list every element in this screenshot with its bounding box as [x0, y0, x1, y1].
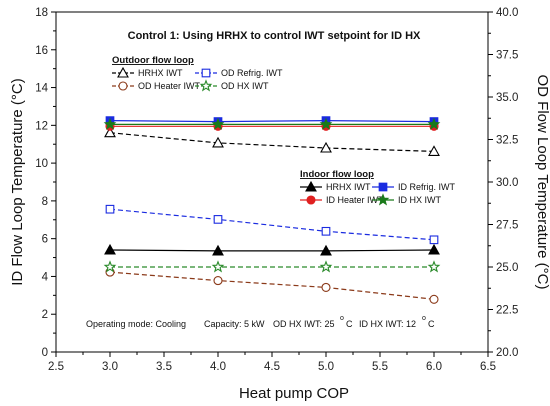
legend-entry-label: OD HX IWT — [221, 81, 269, 91]
note-capacity: Capacity: 5 kW — [204, 319, 265, 329]
legend-swatch-marker — [117, 66, 129, 78]
legend-entry-label: HRHX IWT — [138, 68, 183, 78]
x-tick-label: 2.5 — [48, 361, 64, 373]
data-point-od_hx — [211, 260, 225, 273]
legend-entry-label: ID Refrig. IWT — [398, 182, 456, 192]
y-tick-label-right: 37.5 — [496, 50, 518, 62]
legend-indoor: Indoor flow loop HRHX IWT ID Refrig. IWT ID… — [300, 169, 456, 206]
series-line-od_heater — [109, 271, 435, 300]
data-point-od_hrhx — [104, 126, 116, 138]
legend-layer: Outdoor flow loop HRHX IWT OD Refrig. IWT O… — [112, 55, 456, 206]
legend-swatch-marker — [199, 79, 213, 92]
y-tick-label-right: 30.0 — [496, 177, 518, 189]
series-line-id_hrhx — [109, 249, 435, 252]
y-tick-label-left: 18 — [35, 7, 48, 19]
plot-layer — [103, 116, 441, 304]
x-tick-label: 4.0 — [210, 361, 226, 373]
data-point-od_hrhx — [428, 145, 440, 156]
x-tick-label: 6.5 — [480, 361, 496, 373]
y-axis-title-left: ID Flow Loop Temperature (°C) — [9, 78, 26, 285]
note-od-degree-unit: C — [346, 319, 353, 329]
y-tick-label-left: 4 — [42, 271, 49, 283]
note-id-hx-iwt: ID HX IWT: 12 — [359, 319, 416, 329]
note-id-degree-unit: C — [428, 319, 435, 329]
data-point-od_heater — [429, 294, 439, 304]
y-axis-title-right: OD Flow Loop Temperature (°C) — [534, 75, 550, 290]
x-tick-label: 6.0 — [426, 361, 442, 373]
series-line-od_hrhx — [109, 132, 435, 152]
x-tick-label: 5.0 — [318, 361, 334, 373]
data-point-id_hx — [319, 117, 333, 130]
data-point-id_hrhx — [428, 243, 440, 255]
data-point-od_refrig — [213, 215, 223, 224]
data-point-id_hrhx — [212, 244, 224, 256]
legend-entry-label: ID HX IWT — [398, 195, 441, 205]
legend-outdoor-title: Outdoor flow loop — [112, 55, 194, 66]
y-tick-label-left: 10 — [35, 158, 48, 170]
y-tick-label-left: 6 — [42, 234, 48, 246]
series-line-id_refrig — [109, 119, 435, 123]
legend-swatch-marker — [201, 68, 211, 78]
data-point-id_hrhx — [320, 244, 332, 256]
y-tick-label-left: 2 — [42, 309, 48, 321]
axis-layer: 2.5 3.0 3.5 4.0 4.5 5.0 5.5 6.0 6.5 0 2 4 6 8 10 12 14 16… — [35, 7, 518, 373]
note-od-hx-iwt: OD HX IWT: 25 — [273, 319, 335, 329]
data-point-od_refrig — [321, 226, 331, 236]
y-tick-label-right: 27.5 — [496, 220, 518, 232]
x-tick-label: 4.5 — [264, 361, 280, 373]
y-tick-label-left: 16 — [35, 45, 48, 57]
y-tick-label-right: 25.0 — [496, 262, 518, 274]
chart-title: Control 1: Using HRHX to control IWT set… — [128, 30, 421, 42]
data-point-od_heater — [213, 276, 223, 286]
data-point-od_heater — [321, 282, 331, 292]
note-id-degree-sup: o — [422, 315, 426, 322]
data-point-od_refrig — [429, 235, 439, 245]
y-tick-label-left: 0 — [42, 347, 48, 359]
legend-entry-label: ID Heater IWT — [326, 195, 384, 205]
y-tick-label-right: 20.0 — [496, 347, 518, 359]
x-tick-label: 3.5 — [156, 361, 172, 373]
x-tick-label: 5.5 — [372, 361, 388, 373]
data-point-od_hrhx — [212, 136, 224, 148]
note-operating-mode: Operating mode: Cooling — [86, 319, 186, 329]
legend-outdoor: Outdoor flow loop HRHX IWT OD Refrig. IWT O… — [112, 55, 283, 92]
note-od-degree-sup: o — [340, 315, 344, 322]
y-tick-label-right: 32.5 — [496, 135, 518, 147]
data-point-od_refrig — [105, 204, 115, 214]
legend-swatch-marker — [118, 81, 128, 91]
y-tick-label-left: 8 — [42, 196, 48, 208]
legend-entry-label: OD Refrig. IWT — [221, 68, 283, 78]
legend-swatch-marker — [306, 195, 316, 205]
data-point-id_hx — [427, 117, 441, 130]
legend-swatch-marker — [305, 180, 317, 192]
y-tick-label-right: 40.0 — [496, 7, 518, 19]
y-tick-label-right: 22.5 — [496, 305, 518, 317]
legend-entry-label: OD Heater IWT — [138, 81, 201, 91]
data-point-id_hrhx — [104, 243, 116, 255]
data-point-od_hx — [319, 260, 333, 273]
y-tick-label-left: 12 — [35, 120, 48, 132]
y-tick-label-right: 35.0 — [496, 92, 518, 104]
y-tick-label-left: 14 — [35, 83, 48, 95]
data-point-od_hx — [427, 260, 441, 273]
legend-swatch-marker — [378, 182, 388, 192]
data-point-od_hx — [103, 260, 117, 273]
legend-swatch-marker — [376, 193, 390, 206]
legend-entry-label: HRHX IWT — [326, 182, 371, 192]
operating-note: Operating mode: Cooling Capacity: 5 kW O… — [86, 315, 435, 329]
legend-indoor-title: Indoor flow loop — [300, 169, 374, 180]
x-tick-label: 3.0 — [102, 361, 118, 373]
data-point-id_hx — [103, 117, 117, 130]
x-axis-title: Heat pump COP — [239, 385, 349, 402]
series-line-od_refrig — [109, 208, 435, 241]
data-point-id_hx — [211, 117, 225, 130]
data-point-od_hrhx — [320, 141, 332, 153]
